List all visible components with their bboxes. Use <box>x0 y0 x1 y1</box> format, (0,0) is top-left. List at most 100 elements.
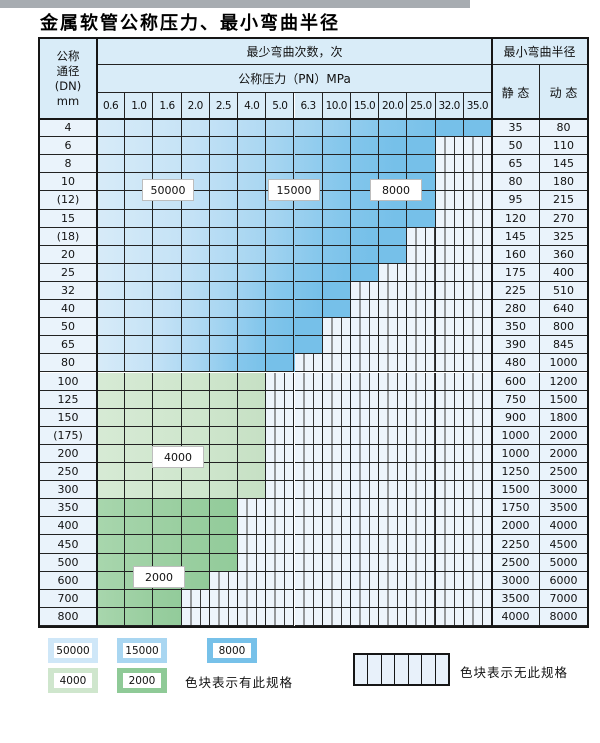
no-spec-cell <box>294 426 323 445</box>
spec-cell <box>322 263 351 282</box>
dynamic-value: 2500 <box>540 463 587 482</box>
no-spec-cell <box>435 408 464 427</box>
header-bottom-rule <box>40 118 587 120</box>
spec-cell <box>181 463 210 482</box>
no-spec-cell <box>181 589 210 608</box>
zone-label-2000: 2000 <box>133 566 185 588</box>
dynamic-value: 110 <box>540 137 587 156</box>
static-value: 175 <box>492 263 540 282</box>
dn-cell: 250 <box>40 463 97 482</box>
spec-cell <box>153 263 182 282</box>
spec-cell <box>125 137 154 156</box>
spec-cell <box>209 245 239 264</box>
no-spec-cell <box>209 571 239 590</box>
dynamic-value: 3000 <box>540 481 587 500</box>
static-value: 2000 <box>492 517 540 536</box>
spec-cell <box>379 227 408 246</box>
spec-cell <box>97 444 126 464</box>
no-spec-cell <box>238 607 267 626</box>
static-value: 750 <box>492 390 540 409</box>
no-spec-cell <box>322 390 351 409</box>
no-spec-cell <box>294 372 323 391</box>
spec-cell <box>153 318 182 337</box>
dn-cell: 600 <box>40 571 97 590</box>
no-spec-cell <box>407 481 436 500</box>
no-spec-cell <box>350 517 380 536</box>
spec-cell <box>125 499 154 518</box>
legend-no-spec-box <box>353 653 450 686</box>
spec-cell <box>181 119 210 138</box>
legend-has-spec-text: 色块表示有此规格 <box>185 675 294 690</box>
legend-swatch-label: 4000 <box>54 673 92 688</box>
no-spec-cell <box>209 589 239 608</box>
no-spec-cell <box>266 535 295 554</box>
colored-span-blue <box>97 227 408 246</box>
colored-span-green4000 <box>97 372 267 391</box>
static-value: 4000 <box>492 607 540 626</box>
no-spec-cell <box>463 390 492 409</box>
spec-cell <box>238 408 267 427</box>
spec-cell <box>266 300 295 319</box>
dn-cell: 25 <box>40 263 97 282</box>
static-value: 2250 <box>492 535 540 554</box>
no-spec-cell <box>294 354 323 373</box>
spec-cell <box>294 119 323 138</box>
spec-cell <box>153 245 182 264</box>
no-spec-cell <box>463 571 492 590</box>
no-spec-cell <box>379 517 408 536</box>
dynamic-value: 6000 <box>540 571 587 590</box>
no-spec-cell <box>407 589 436 608</box>
static-header: 静 态 <box>492 65 540 119</box>
spec-cell <box>350 137 380 156</box>
static-value: 1500 <box>492 481 540 500</box>
no-spec-cell <box>407 607 436 626</box>
dynamic-value: 400 <box>540 263 587 282</box>
no-spec-cell <box>407 263 436 282</box>
no-spec-cell <box>350 589 380 608</box>
spec-cell <box>294 336 323 355</box>
spec-cell <box>294 300 323 319</box>
no-spec-cell <box>463 227 492 246</box>
static-value: 120 <box>492 209 540 228</box>
spec-cell <box>181 227 210 246</box>
spec-cell <box>266 155 295 174</box>
no-spec-cell <box>407 390 436 409</box>
spec-cell <box>125 463 154 482</box>
spec-cell <box>209 209 239 228</box>
spec-cell <box>322 281 351 301</box>
no-spec-cell <box>435 245 464 264</box>
no-spec-cell <box>294 481 323 500</box>
colored-span-green4000 <box>97 408 267 427</box>
spec-cell <box>266 119 295 138</box>
dn-cell: 4 <box>40 119 97 138</box>
spec-cell <box>181 390 210 409</box>
spec-cell <box>97 318 126 337</box>
spec-cell <box>125 245 154 264</box>
spec-cell <box>379 245 408 264</box>
spec-cell <box>181 571 210 590</box>
no-spec-cell <box>322 607 351 626</box>
no-spec-cell <box>379 607 408 626</box>
spec-cell <box>209 390 239 409</box>
no-spec-cell <box>294 463 323 482</box>
no-spec-cell <box>407 245 436 264</box>
spec-cell <box>435 119 464 138</box>
spec-cell <box>181 137 210 156</box>
no-spec-cell <box>294 499 323 518</box>
no-spec-cell <box>294 517 323 536</box>
spec-cell <box>125 517 154 536</box>
no-spec-cell <box>407 426 436 445</box>
spec-cell <box>153 209 182 228</box>
dynamic-value: 4000 <box>540 517 587 536</box>
dynamic-value: 1200 <box>540 372 587 391</box>
spec-cell <box>238 481 267 500</box>
no-spec-cell <box>435 209 464 228</box>
spec-cell <box>181 173 210 192</box>
spec-cell <box>238 390 267 409</box>
spec-cell <box>322 137 351 156</box>
legend-no-spec-cell <box>355 655 369 684</box>
spec-cell <box>181 372 210 391</box>
dn-cell: 40 <box>40 300 97 319</box>
no-spec-cell <box>435 173 464 192</box>
spec-cell <box>125 408 154 427</box>
